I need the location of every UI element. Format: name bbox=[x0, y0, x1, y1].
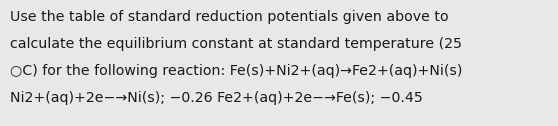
Text: calculate the equilibrium constant at standard temperature (25: calculate the equilibrium constant at st… bbox=[10, 37, 462, 51]
Text: Ni2+(aq)+2e−→Ni(s); −0.26 Fe2+(aq)+2e−→Fe(s); −0.45: Ni2+(aq)+2e−→Ni(s); −0.26 Fe2+(aq)+2e−→F… bbox=[10, 91, 423, 105]
Text: Use the table of standard reduction potentials given above to: Use the table of standard reduction pote… bbox=[10, 10, 449, 24]
Text: ○C) for the following reaction: Fe(s)+Ni2+(aq)→Fe2+(aq)+Ni(s): ○C) for the following reaction: Fe(s)+Ni… bbox=[10, 64, 463, 78]
